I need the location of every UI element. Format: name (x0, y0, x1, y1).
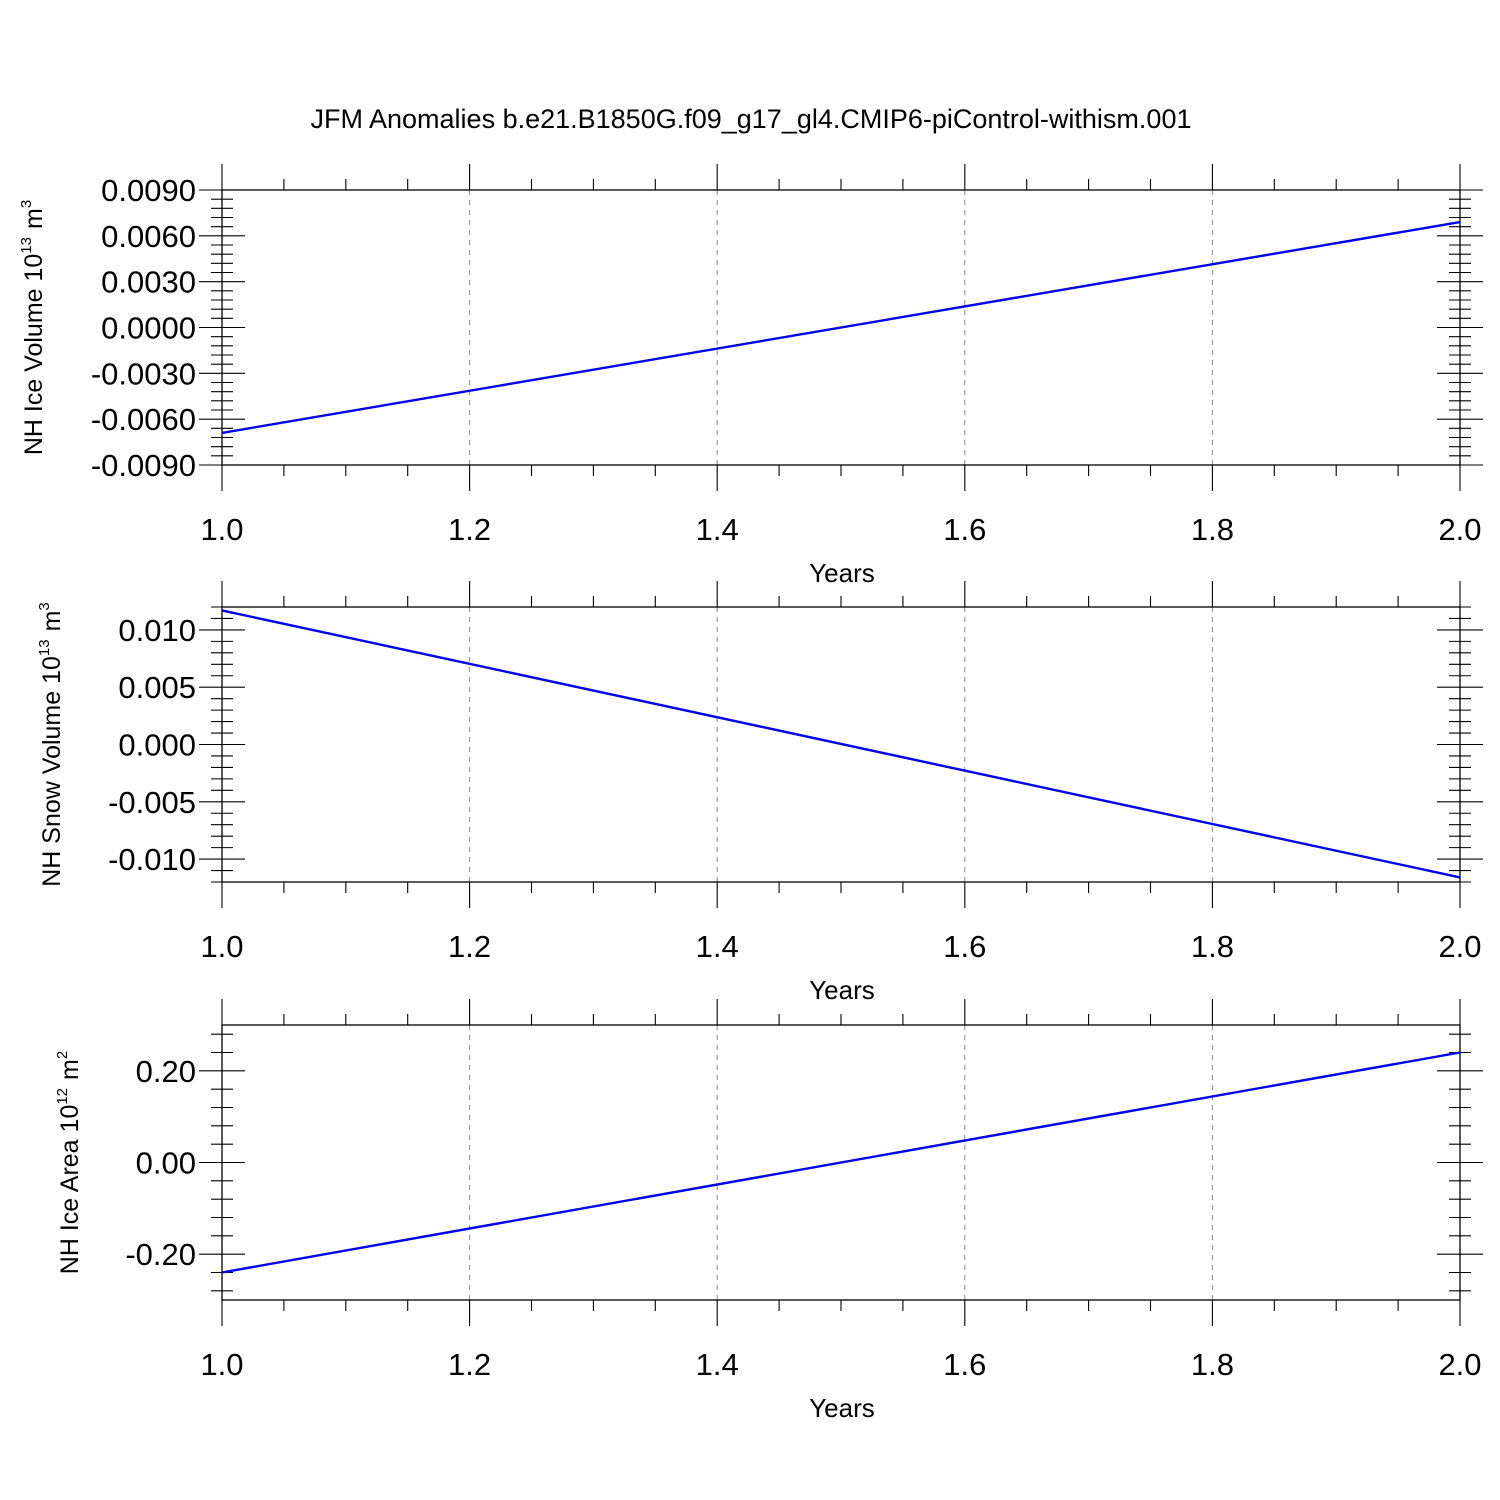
x-tick-label: 1.6 (943, 1347, 986, 1382)
y-tick-label: -0.010 (108, 842, 196, 877)
y-axis-label-unit: m (56, 1059, 84, 1080)
y-tick-label: 0.000 (118, 728, 196, 763)
y-tick-label: -0.0060 (91, 402, 196, 437)
x-tick-label: 1.6 (943, 512, 986, 547)
x-tick-label: 1.0 (200, 929, 243, 964)
y-tick-label: 0.0030 (101, 265, 196, 300)
x-tick-label: 2.0 (1438, 512, 1481, 547)
panel-3: 1.0 1.2 1.4 1.6 1.8 2.0 Years -0.20 0.00 0.20 NH I… (54, 999, 1483, 1423)
y-axis-label-exponent: 13 (36, 639, 53, 656)
chart-title: JFM Anomalies b.e21.B1850G.f09_g17_gl4.C… (311, 104, 1192, 134)
x-tick-label: 1.2 (448, 512, 491, 547)
x-tick-label: 1.0 (200, 1347, 243, 1382)
y-axis-label-exponent: 13 (18, 237, 35, 254)
panel-1: 1.0 1.2 1.4 1.6 1.8 2.0 Years -0.0090 -0.0060 -0.… (18, 164, 1483, 588)
x-axis-label: Years (809, 558, 875, 588)
y-tick-label: 0.005 (118, 670, 196, 705)
y-tick-label: -0.005 (108, 785, 196, 820)
x-tick-label: 1.2 (448, 1347, 491, 1382)
panels: 1.0 1.2 1.4 1.6 1.8 2.0 Years -0.0090 -0.0060 -0.… (18, 164, 1483, 1423)
y-tick-label: -0.0090 (91, 448, 196, 483)
y-axis-label-prefix: NH Snow Volume 10 (38, 656, 66, 887)
y-axis-label-prefix: NH Ice Area 10 (56, 1105, 84, 1275)
y-tick-label: 0.0000 (101, 311, 196, 346)
x-tick-label: 1.8 (1191, 512, 1234, 547)
x-tick-label: 1.4 (696, 1347, 739, 1382)
x-axis-label: Years (809, 1393, 875, 1423)
y-tick-label: 0.010 (118, 613, 196, 648)
y-axis-label-exponent: 12 (54, 1088, 71, 1105)
panel-2: 1.0 1.2 1.4 1.6 1.8 2.0 Years -0.010 -0.005 0.000… (36, 581, 1483, 1005)
series-line (221, 1051, 1461, 1274)
y-axis-label-unit-exponent: 2 (54, 1051, 71, 1059)
y-axis-label-unit-exponent: 3 (18, 200, 35, 208)
y-axis-label-unit: m (38, 611, 66, 632)
x-tick-label: 1.0 (200, 512, 243, 547)
y-axis-label: NH Ice Volume 1013 m3 (18, 200, 48, 455)
x-tick-label: 1.4 (696, 512, 739, 547)
y-tick-label: 0.0060 (101, 219, 196, 254)
y-tick-label: -0.0030 (91, 356, 196, 391)
y-axis-label-unit: m (20, 208, 48, 229)
x-tick-label: 1.6 (943, 929, 986, 964)
y-tick-label: -0.20 (125, 1237, 196, 1272)
y-axis-label-unit-exponent: 3 (36, 602, 53, 610)
y-tick-label: 0.0090 (101, 173, 196, 208)
series-line (221, 220, 1461, 435)
y-tick-label: 0.20 (136, 1054, 196, 1089)
x-tick-label: 2.0 (1438, 929, 1481, 964)
y-axis-label: NH Ice Area 1012 m2 (54, 1051, 84, 1274)
x-tick-label: 1.2 (448, 929, 491, 964)
x-axis-label: Years (809, 975, 875, 1005)
series-line (221, 609, 1461, 879)
x-tick-label: 1.8 (1191, 1347, 1234, 1382)
y-axis-label-prefix: NH Ice Volume 10 (20, 254, 48, 456)
y-axis-label: NH Snow Volume 1013 m3 (36, 602, 66, 887)
x-tick-label: 1.4 (696, 929, 739, 964)
x-tick-label: 2.0 (1438, 1347, 1481, 1382)
y-tick-label: 0.00 (136, 1146, 196, 1181)
x-tick-label: 1.8 (1191, 929, 1234, 964)
